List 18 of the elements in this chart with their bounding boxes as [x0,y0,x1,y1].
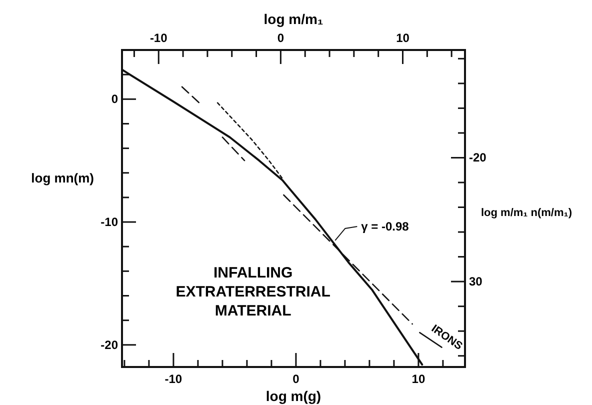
x-tick-label: 0 [292,372,300,386]
y-tick-label: -20 [100,338,118,352]
line-series [216,102,284,181]
y2-tick-label: 30 [469,274,483,289]
x-tick-label: -10 [164,372,182,386]
x2-tick-label: 10 [396,31,410,45]
annotation: γ = -0.98 [361,219,410,234]
x2-axis-title: log m/m₁ [264,11,324,27]
y2-tick-label: -20 [469,150,487,165]
x2-tick-label: -10 [150,31,168,45]
x-axis-title: log m(g) [266,388,322,404]
y-tick-label: -10 [100,215,118,230]
x-tick-label: 10 [412,372,426,386]
y-axis-title: log mn(m) [31,170,94,186]
y2-axis-title: log m/m₁ n(m/m₁) [481,207,572,219]
x2-tick-label: 0 [277,31,284,45]
annotation: INFALLING EXTRATERRESTRIAL MATERIAL [176,264,330,320]
y-tick-label: 0 [111,92,118,106]
